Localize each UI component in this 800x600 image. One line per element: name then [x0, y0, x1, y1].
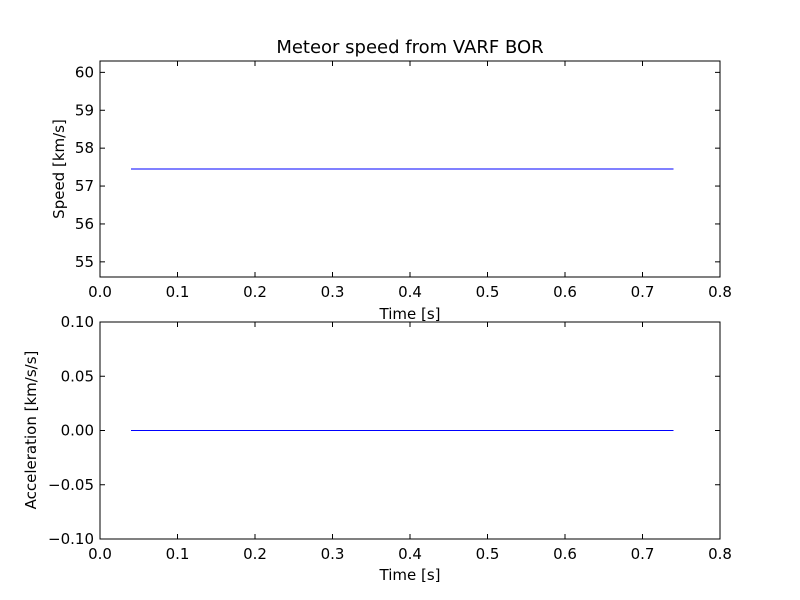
y-tick-label: 0.10: [61, 313, 94, 331]
x-tick-label: 0.7: [631, 283, 655, 301]
x-tick-label: 0.1: [166, 283, 190, 301]
x-tick-label: 0.7: [631, 545, 655, 563]
y-tick-label: 60: [75, 63, 94, 81]
y-axis-label: Speed [km/s]: [50, 119, 68, 219]
y-ticks: 55 56 57 58 59 60: [75, 63, 720, 271]
x-tick-label: 0.4: [398, 283, 422, 301]
y-tick-label: 0.00: [61, 422, 94, 440]
speed-chart: Meteor speed from VARF BOR 0.0 0.1 0.2 0.3 0…: [50, 37, 732, 323]
y-tick-label: 59: [75, 101, 94, 119]
y-tick-label: −0.10: [48, 530, 94, 548]
y-tick-label: 55: [75, 253, 94, 271]
x-axis-label: Time [s]: [379, 305, 441, 323]
x-tick-label: 0.2: [243, 283, 267, 301]
x-tick-label: 0.6: [553, 545, 577, 563]
x-tick-label: 0.6: [553, 283, 577, 301]
y-tick-label: 0.05: [61, 367, 94, 385]
y-tick-label: 57: [75, 177, 94, 195]
x-tick-label: 0.3: [321, 283, 345, 301]
y-tick-label: 56: [75, 215, 94, 233]
x-tick-label: 0.1: [166, 545, 190, 563]
acceleration-chart: 0.0 0.1 0.2 0.3 0.4 0.5 0.6 0.7 0.8 0.10 0.05 0.00…: [22, 313, 732, 584]
x-tick-label: 0.5: [476, 545, 500, 563]
x-tick-label: 0.2: [243, 545, 267, 563]
x-axis-label: Time [s]: [379, 566, 441, 584]
x-tick-label: 0.3: [321, 545, 345, 563]
x-ticks: 0.0 0.1 0.2 0.3 0.4 0.5 0.6 0.7 0.8: [88, 322, 732, 563]
chart-title: Meteor speed from VARF BOR: [276, 37, 543, 58]
x-ticks: 0.0 0.1 0.2 0.3 0.4 0.5 0.6 0.7 0.8: [88, 61, 732, 301]
x-tick-label: 0.8: [708, 283, 732, 301]
x-tick-label: 0.4: [398, 545, 422, 563]
x-tick-label: 0.5: [476, 283, 500, 301]
x-tick-label: 0.8: [708, 545, 732, 563]
y-tick-label: −0.05: [48, 476, 94, 494]
x-tick-label: 0.0: [88, 545, 112, 563]
y-tick-label: 58: [75, 139, 94, 157]
y-ticks: 0.10 0.05 0.00 −0.05 −0.10: [48, 313, 720, 548]
x-tick-label: 0.0: [88, 283, 112, 301]
y-axis-label: Acceleration [km/s/s]: [22, 351, 40, 510]
